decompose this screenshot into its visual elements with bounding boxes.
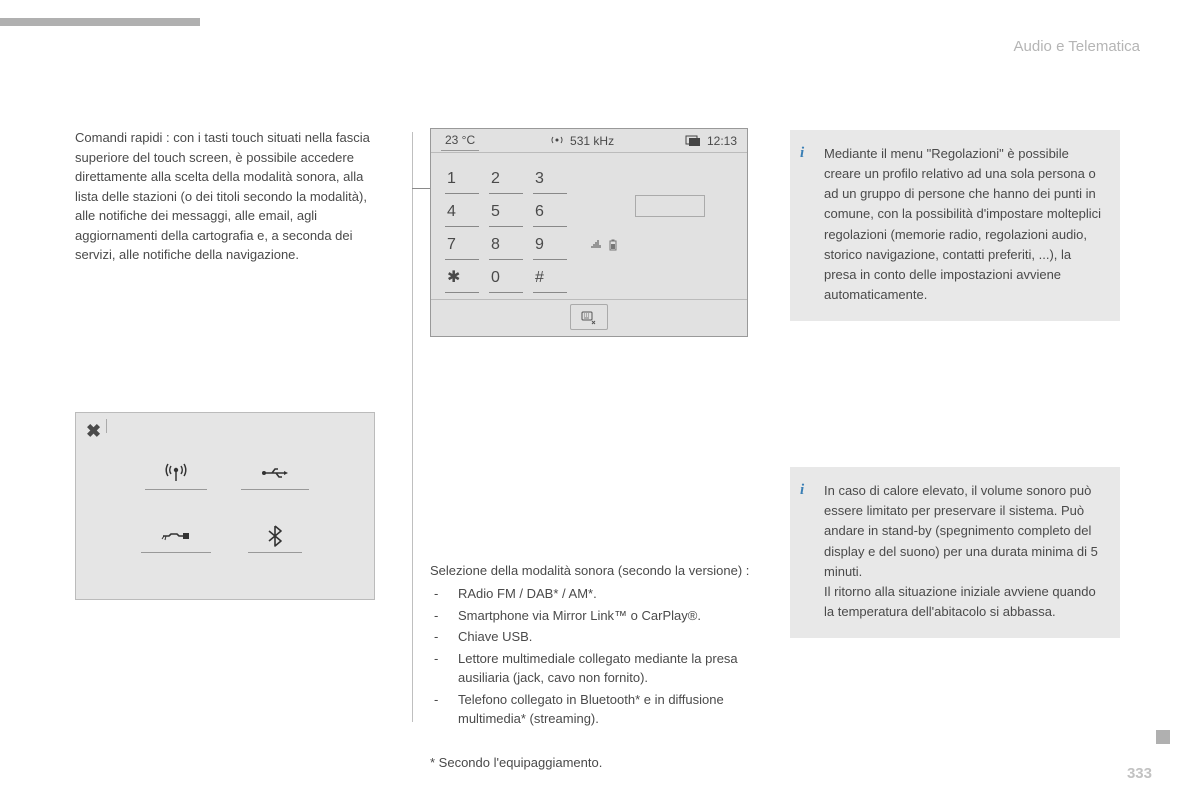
mode-item: Lettore multimediale collegato mediante … [458, 649, 750, 688]
source-grid [126, 461, 324, 553]
info-icon: i [800, 142, 804, 165]
mode-item: Smartphone via Mirror Link™ o CarPlay®. [458, 606, 701, 626]
clock-readout: 12:13 [707, 132, 737, 150]
section-header: Audio e Telematica [1014, 38, 1140, 55]
mode-item: RAdio FM / DAB* / AM*. [458, 584, 597, 604]
corner-deco [1156, 730, 1170, 744]
usb-icon[interactable] [241, 461, 309, 490]
key-1[interactable]: 1 [445, 167, 479, 194]
key-7[interactable]: 7 [445, 233, 479, 260]
info-box-thermal: i In caso di calore elevato, il volume s… [790, 467, 1120, 638]
temperature-readout: 23 °C [441, 131, 479, 151]
key-4[interactable]: 4 [445, 200, 479, 227]
mode-list: -RAdio FM / DAB* / AM*. -Smartphone via … [434, 584, 750, 729]
info-text-1: Mediante il menu "Regolazioni" è possibi… [824, 146, 1101, 302]
aux-icon[interactable] [141, 524, 211, 553]
divider [106, 419, 107, 433]
mode-heading: Selezione della modalità sonora (secondo… [430, 561, 750, 581]
key-0[interactable]: 0 [489, 266, 523, 293]
windows-mini-icon [685, 135, 701, 147]
mode-item: Chiave USB. [458, 627, 532, 647]
keypad-toggle[interactable] [431, 299, 747, 336]
key-hash[interactable]: # [533, 266, 567, 293]
column-right: i Mediante il menu "Regolazioni" è possi… [790, 130, 1120, 658]
mode-item: Telefono collegato in Bluetooth* e in di… [458, 690, 750, 729]
broadcast-icon[interactable] [145, 461, 207, 490]
footnote: * Secondo l'equipaggiamento. [430, 755, 602, 770]
status-bar: 23 °C 531 kHz 12:13 [431, 129, 747, 153]
column-middle: 23 °C 531 kHz 12:13 1 2 3 4 5 6 7 8 9 ✱ [430, 128, 750, 731]
source-panel: ✖ [75, 412, 375, 600]
column-divider [412, 132, 413, 722]
bluetooth-icon[interactable] [248, 524, 302, 553]
page-number: 333 [1127, 765, 1152, 782]
dial-keypad: 1 2 3 4 5 6 7 8 9 ✱ 0 # [445, 167, 567, 293]
frequency-readout: 531 kHz [570, 132, 614, 150]
key-3[interactable]: 3 [533, 167, 567, 194]
key-2[interactable]: 2 [489, 167, 523, 194]
intro-paragraph: Comandi rapidi : con i tasti touch situa… [75, 128, 385, 265]
touchscreen-figure: 23 °C 531 kHz 12:13 1 2 3 4 5 6 7 8 9 ✱ [430, 128, 748, 337]
top-accent-bar [0, 18, 200, 26]
close-icon[interactable]: ✖ [86, 421, 101, 442]
key-star[interactable]: ✱ [445, 266, 479, 293]
callout-line [412, 188, 430, 189]
dial-display [635, 195, 705, 217]
column-left: Comandi rapidi : con i tasti touch situa… [75, 128, 385, 265]
key-9[interactable]: 9 [533, 233, 567, 260]
broadcast-mini-icon [550, 134, 564, 148]
signal-battery-icons [591, 239, 617, 293]
key-5[interactable]: 5 [489, 200, 523, 227]
info-text-2: In caso di calore elevato, il volume son… [824, 483, 1098, 619]
info-icon: i [800, 479, 804, 502]
key-6[interactable]: 6 [533, 200, 567, 227]
info-box-profiles: i Mediante il menu "Regolazioni" è possi… [790, 130, 1120, 321]
key-8[interactable]: 8 [489, 233, 523, 260]
